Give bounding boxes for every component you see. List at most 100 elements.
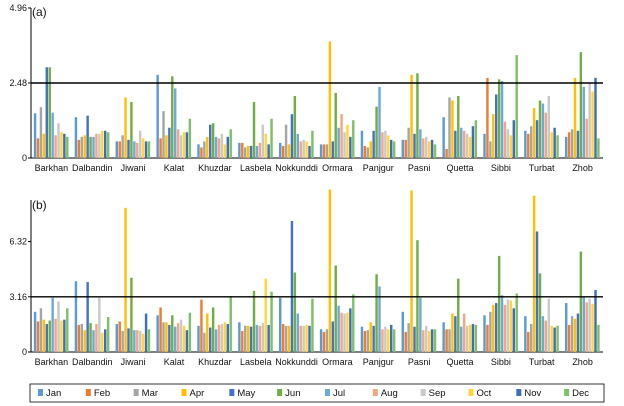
legend-label-apr: Apr: [190, 388, 205, 399]
bar-jul-lasbela: [255, 145, 259, 158]
category-label: Turbat: [529, 163, 555, 173]
bar-aug-panjgur: [381, 132, 384, 158]
bar-apr-panjgur: [369, 322, 372, 352]
bar-dec-ormara: [352, 120, 355, 158]
bar-mar-jiwani: [121, 331, 124, 352]
bar-mar-dalbandin: [80, 324, 83, 352]
legend-swatch-aug: [372, 389, 378, 396]
bar-jul-panjgur: [378, 86, 381, 158]
bar-may-khuzdar: [209, 124, 212, 158]
panel-b-label: (b): [32, 198, 47, 212]
bar-jul-barkhan: [51, 297, 54, 352]
bar-jul-turbat: [541, 316, 545, 352]
category-label: Nokkunddi: [275, 357, 318, 367]
bar-dec-quetta: [474, 120, 478, 158]
bar-aug-jiwani: [136, 330, 139, 352]
bar-apr-quetta: [451, 313, 454, 352]
bar-may-zhob: [576, 313, 580, 352]
bar-oct-jiwani: [141, 333, 145, 352]
bar-aug-quetta: [462, 130, 466, 158]
bar-jun-sibbi: [497, 255, 501, 352]
bar-aug-ormara: [340, 312, 343, 352]
category-label: Lasbela: [240, 163, 272, 173]
bar-may-barkhan: [45, 324, 48, 352]
bar-mar-sibbi: [489, 311, 492, 352]
bar-aug-khuzdar: [217, 324, 221, 352]
bar-jun-zhob: [579, 251, 583, 352]
category-label: Sibbi: [491, 163, 511, 173]
bar-jun-lasbela: [252, 290, 256, 352]
bar-sep-ormara: [343, 132, 346, 158]
bar-jan-nokkunddi: [279, 142, 282, 158]
category-label: Panjgur: [363, 163, 394, 173]
bar-oct-panjgur: [387, 135, 390, 158]
category-label: Kalat: [164, 357, 185, 367]
bar-feb-panjgur: [363, 145, 367, 158]
y-tick-label: 3.16: [9, 292, 27, 302]
bar-jul-ormara: [337, 305, 340, 352]
bar-dec-zhob: [597, 324, 600, 352]
bar-nov-quetta: [471, 126, 475, 158]
bar-aug-sibbi: [503, 121, 507, 158]
legend-swatch-sep: [420, 389, 426, 396]
bar-feb-quetta: [445, 329, 448, 352]
bar-feb-quetta: [445, 148, 448, 158]
bar-jan-turbat: [524, 130, 527, 158]
bar-aug-nokkunddi: [299, 141, 302, 158]
bar-feb-dalbandin: [77, 139, 81, 158]
bar-dec-jiwani: [147, 329, 151, 352]
bar-mar-turbat: [530, 126, 533, 158]
bar-jul-dalbandin: [92, 136, 95, 158]
bar-nov-khuzdar: [226, 324, 229, 352]
bar-may-kalat: [168, 127, 171, 158]
category-label: Turbat: [529, 357, 555, 367]
bar-aug-ormara: [340, 114, 343, 158]
bar-feb-kalat: [159, 307, 162, 352]
bar-feb-lasbela: [241, 142, 244, 158]
bar-aug-barkhan: [54, 318, 57, 352]
bar-jan-khuzdar: [197, 144, 200, 158]
category-label: Jiwani: [121, 163, 146, 173]
bar-aug-khuzdar: [217, 138, 221, 158]
bar-sep-nokkunddi: [302, 325, 305, 352]
bar-oct-sibbi: [509, 135, 513, 158]
bar-jul-jiwani: [133, 330, 136, 352]
bar-may-lasbela: [249, 145, 253, 158]
bar-jun-barkhan: [48, 67, 51, 158]
bar-oct-pasni: [427, 141, 431, 158]
bar-nov-barkhan: [63, 133, 66, 158]
bar-jul-sibbi: [500, 295, 504, 352]
bar-feb-turbat: [527, 133, 530, 158]
bar-jun-khuzdar: [211, 307, 215, 352]
bar-nov-turbat: [553, 327, 556, 352]
bar-feb-barkhan: [36, 321, 40, 352]
bar-jan-quetta: [442, 117, 445, 158]
bar-mar-quetta: [448, 329, 451, 352]
bar-nov-panjgur: [390, 324, 393, 352]
bar-nov-ormara: [349, 136, 352, 158]
bar-dec-jiwani: [147, 141, 151, 158]
bar-aug-pasni: [422, 138, 425, 158]
bar-jul-quetta: [460, 326, 463, 352]
bar-mar-khuzdar: [203, 141, 206, 158]
bar-jun-pasni: [416, 240, 419, 352]
bar-jun-khuzdar: [211, 123, 215, 158]
bar-apr-khuzdar: [206, 313, 209, 352]
category-label: Dalbandin: [72, 357, 113, 367]
bar-dec-quetta: [474, 324, 478, 352]
bar-mar-nokkunddi: [284, 325, 288, 352]
bar-jan-panjgur: [360, 326, 364, 352]
bar-oct-zhob: [591, 303, 594, 352]
bar-aug-zhob: [585, 302, 588, 352]
bar-may-kalat: [168, 324, 171, 352]
legend-label-feb: Feb: [94, 388, 110, 399]
bar-jul-khuzdar: [214, 329, 218, 352]
bar-oct-zhob: [591, 91, 594, 158]
bar-may-ormara: [331, 321, 334, 352]
bar-dec-barkhan: [66, 136, 69, 158]
bar-may-dalbandin: [86, 115, 89, 158]
bar-jan-turbat: [524, 316, 527, 352]
y-tick-label: 0: [22, 347, 27, 357]
bar-oct-nokkunddi: [305, 324, 308, 352]
bar-nov-nokkunddi: [308, 145, 311, 158]
